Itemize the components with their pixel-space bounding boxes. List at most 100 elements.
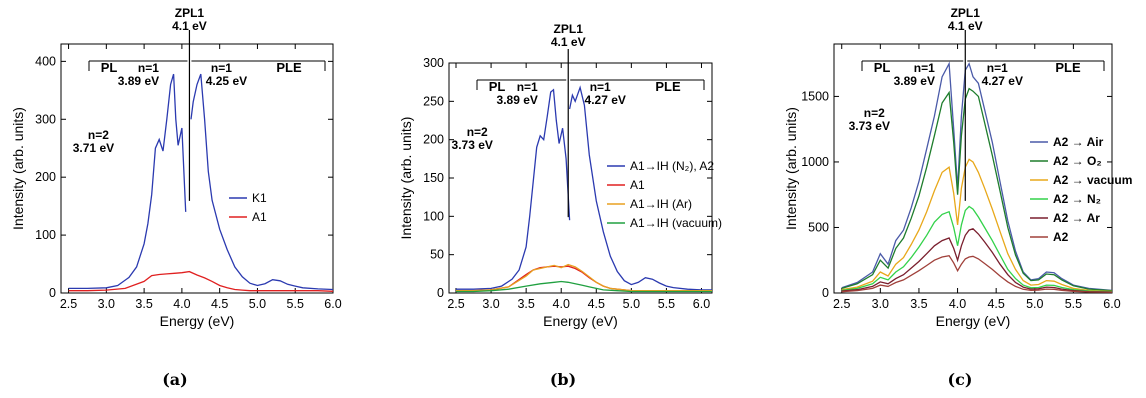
legend-label-6: A2 [1053,230,1069,244]
y-tick-label: 0 [437,286,444,300]
n2-label: n=2 [88,128,109,142]
plot-frame [833,43,1113,294]
series-group [68,73,333,292]
legend-label-3: A2 → vacuum [1053,173,1132,187]
plot-frame [60,43,334,294]
legend-label-3: A1→IH (Ar) [630,197,692,211]
ple-label: PLE [1055,60,1081,75]
zpl-title: ZPL1 [175,6,205,20]
n2-energy: 3.73 eV [452,138,493,152]
legend-label-2: A1 [252,210,267,224]
x-tick-label: 2.5 [833,297,850,311]
y-tick-label: 150 [423,171,444,185]
legend-label-2: A2 → O₂ [1053,154,1102,168]
ple-n1-energy: 4.27 eV [585,93,626,107]
ple-n1-label: n=1 [211,61,232,75]
y-tick-label: 0 [822,286,829,300]
legend-label-4: A2 → N₂ [1053,192,1101,206]
x-tick-label: 4.5 [588,297,605,311]
pl-label: PL [101,60,118,75]
y-axis-label: Intensity (arb. units) [783,107,799,230]
y-tick-label: 400 [35,54,56,68]
series-line-4 [456,263,712,292]
legend-label-5: A2 → Ar [1053,211,1100,225]
x-tick-label: 5.0 [623,297,640,311]
plot-frame [448,62,713,294]
pl-n1-label: n=1 [138,61,159,75]
series-line-3 [68,270,333,292]
x-tick-label: 3.0 [482,297,499,311]
y-tick-label: 500 [808,220,829,234]
x-tick-label: 3.5 [910,297,927,311]
chart-panel-2: 2.5 3.0 3.5 4.0 4.5 5.0 5.5 6.0 0 50 100 150 200 250 3… [398,22,722,389]
y-tick-label: 50 [430,248,444,262]
x-tick-label: 4.5 [211,297,228,311]
x-tick-label: 5.0 [1026,297,1043,311]
legend-label-1: A2 → Air [1053,135,1104,149]
x-tick-label: 5.5 [287,297,304,311]
y-tick-label: 100 [423,209,444,223]
pl-n1-energy: 3.89 eV [118,74,159,88]
y-tick-label: 1000 [801,155,829,169]
y-tick-label: 100 [35,228,56,242]
series-line-2 [841,87,1112,292]
n2-label: n=2 [864,106,885,120]
series-group [456,85,712,293]
y-tick-label: 300 [423,56,444,70]
series-line-2 [190,73,333,291]
x-tick-label: 5.0 [249,297,266,311]
pl-label: PL [489,79,506,94]
x-tick-label: 6.0 [1103,297,1120,311]
series-line-4 [841,205,1112,293]
series-line-5 [456,280,712,293]
series-line-1 [456,88,571,290]
n2-energy: 3.73 eV [849,119,890,133]
zpl-title: ZPL1 [554,22,584,36]
series-line-3 [841,158,1112,293]
series-line-5 [841,228,1112,293]
x-tick-label: 3.5 [517,297,534,311]
y-tick-label: 200 [423,133,444,147]
zpl-title: ZPL1 [951,6,981,20]
ple-n1-label: n=1 [987,61,1008,75]
ple-label: PLE [655,79,681,94]
legend-label-1: K1 [252,191,267,205]
x-axis-label: Energy (eV) [543,313,618,329]
x-tick-label: 2.5 [60,297,77,311]
y-tick-label: 200 [35,170,56,184]
panel-caption: (c) [948,370,973,389]
x-tick-label: 3.5 [135,297,152,311]
pl-n1-label: n=1 [517,80,538,94]
series-line-1 [68,73,187,290]
zpl-energy: 4.1 eV [551,35,586,49]
x-tick-label: 3.0 [872,297,889,311]
x-tick-label: 6.0 [324,297,341,311]
zpl-energy: 4.1 eV [172,19,207,33]
x-tick-label: 4.0 [949,297,966,311]
x-axis-label: Energy (eV) [160,313,235,329]
x-tick-label: 4.0 [173,297,190,311]
ple-n1-label: n=1 [590,80,611,94]
chart-panel-1: 2.5 3.0 3.5 4.0 4.5 5.0 5.5 6.0 0 100 200 300 400 Ene… [10,6,342,389]
series-line-6 [841,254,1112,293]
x-tick-label: 6.0 [693,297,710,311]
ple-label: PLE [276,60,302,75]
y-tick-label: 1500 [801,89,829,103]
pl-label: PL [874,60,891,75]
ple-n1-energy: 4.27 eV [982,74,1023,88]
y-axis-label: Intensity (arb. units) [398,117,414,240]
pl-n1-energy: 3.89 eV [497,93,538,107]
x-tick-label: 2.5 [447,297,464,311]
y-axis-label: Intensity (arb. units) [10,107,26,230]
chart-panel-3: 2.5 3.0 3.5 4.0 4.5 5.0 5.5 6.0 0 500 1000 1500 Ener… [783,6,1132,389]
y-tick-label: 300 [35,112,56,126]
x-tick-label: 4.0 [553,297,570,311]
pl-n1-label: n=1 [914,61,935,75]
x-axis-label: Energy (eV) [936,313,1011,329]
series-line-2 [568,85,712,291]
x-tick-label: 4.5 [987,297,1004,311]
y-tick-label: 250 [423,94,444,108]
n2-energy: 3.71 eV [73,141,114,155]
